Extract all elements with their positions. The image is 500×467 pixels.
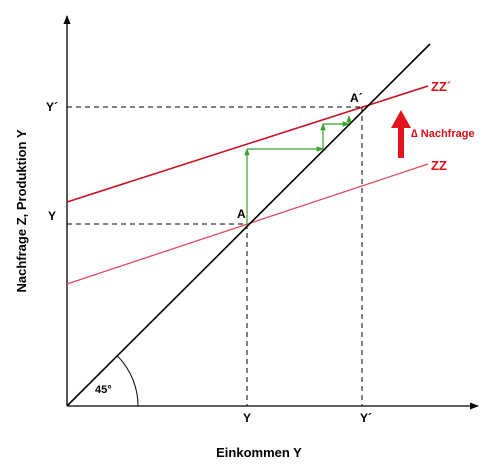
y-axis-label: Nachfrage Z, Produktion Y <box>14 129 29 292</box>
point-a-prime-label: A´ <box>350 91 363 105</box>
demand-shift-arrow <box>391 110 411 158</box>
x-prime-tick-label: Y´ <box>360 411 372 425</box>
x-axis-label: Einkommen Y <box>216 445 302 460</box>
zz-prime-label: ZZ´ <box>431 79 451 94</box>
demand-shift-label: ∆ Nachfrage <box>411 128 475 140</box>
angle-label: 45° <box>95 384 112 396</box>
y-tick-label: Y <box>48 209 56 223</box>
forty-five-degree-line <box>66 43 431 407</box>
zz-label: ZZ <box>431 158 447 173</box>
x-tick-label: Y <box>243 411 251 425</box>
y-prime-tick-label: Y´ <box>46 100 58 114</box>
point-a-label: A <box>237 207 246 221</box>
adjustment-steps <box>244 115 352 224</box>
angle-arc <box>116 355 139 407</box>
